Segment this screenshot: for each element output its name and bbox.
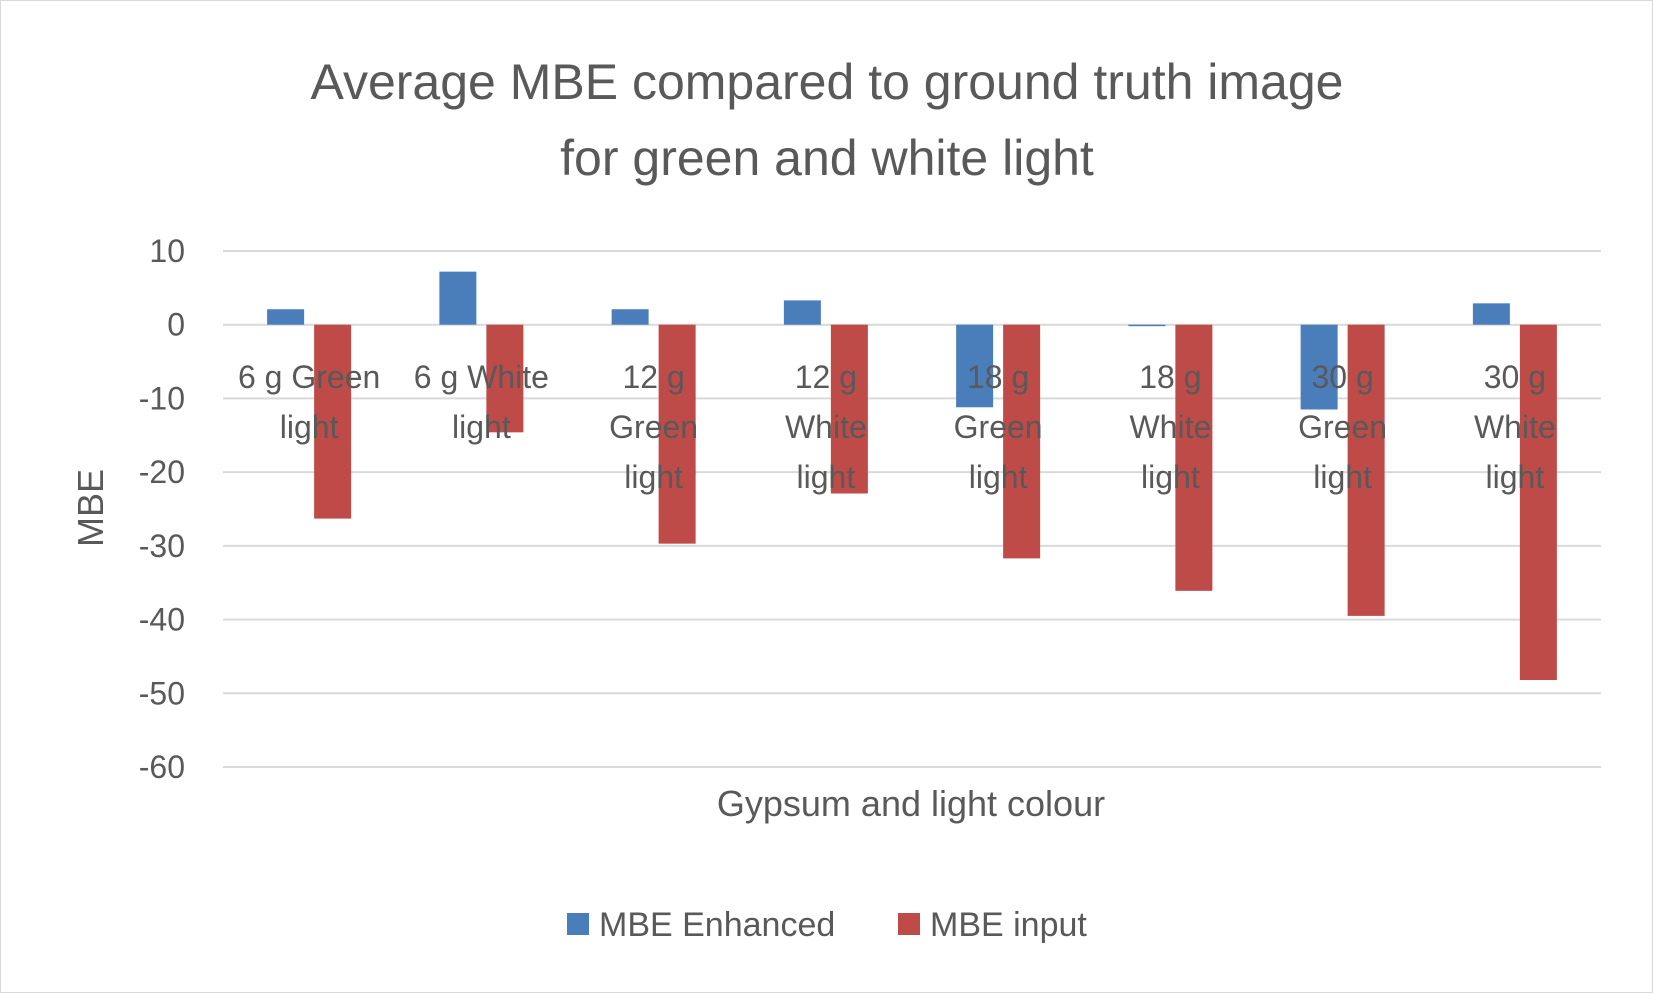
x-category-label: light (1486, 459, 1545, 495)
x-axis-title: Gypsum and light colour (717, 783, 1105, 824)
x-category-label: 18 g (967, 359, 1029, 395)
bar-mbe-input-6 (1347, 324, 1385, 616)
bar-mbe-enhanced-3 (783, 300, 821, 325)
bar-mbe-input-3 (830, 324, 868, 494)
x-category-label: 18 g (1139, 359, 1201, 395)
y-tick-label: -60 (139, 749, 185, 785)
y-tick-label: -20 (139, 454, 185, 490)
x-category-label: White (785, 409, 867, 445)
x-category-label: Green (1298, 409, 1387, 445)
x-category-label: 6 g Green (238, 359, 380, 395)
bar-mbe-enhanced-5 (1128, 324, 1166, 327)
y-tick-label: -40 (139, 602, 185, 638)
legend-label: MBE input (930, 906, 1087, 944)
x-category-label: 12 g (622, 359, 684, 395)
y-tick-label: -30 (139, 528, 185, 564)
chart-title-line: Average MBE compared to ground truth ima… (311, 54, 1344, 110)
x-category-label: light (280, 409, 339, 445)
bar-mbe-input-4 (1003, 324, 1041, 559)
x-axis-category-labels: 6 g Green light 6 g White light 12 g Green lig… (238, 359, 1556, 495)
x-category-label: light (1141, 459, 1200, 495)
bar-mbe-input-0 (314, 324, 352, 519)
bar-mbe-enhanced-6 (1300, 324, 1338, 410)
bar-mbe-enhanced-1 (439, 271, 477, 325)
y-tick-label: 10 (149, 233, 185, 269)
y-tick-label: -10 (139, 380, 185, 416)
bar-mbe-enhanced-7 (1472, 303, 1510, 325)
legend: MBE Enhanced MBE input (567, 906, 1087, 944)
legend-swatch (567, 913, 589, 935)
x-category-label: Green (609, 409, 698, 445)
legend-swatch (898, 913, 920, 935)
x-category-label: light (452, 409, 511, 445)
bar-mbe-enhanced-0 (267, 309, 305, 325)
x-category-label: light (1313, 459, 1372, 495)
gridlines (223, 250, 1601, 768)
y-axis-ticks: 10 0 -10 -20 -30 -40 -50 -60 (139, 233, 185, 785)
chart-title-line: for green and white light (560, 130, 1094, 186)
x-category-label: 30 g (1311, 359, 1373, 395)
x-category-label: light (624, 459, 683, 495)
y-axis-title: MBE (70, 469, 111, 547)
x-category-label: White (1129, 409, 1211, 445)
x-category-label: Green (954, 409, 1043, 445)
bar-mbe-enhanced-4 (956, 324, 994, 408)
bar-mbe-input-2 (658, 324, 696, 544)
bar-mbe-input-5 (1175, 324, 1213, 591)
x-category-label: 30 g (1484, 359, 1546, 395)
chart-title: Average MBE compared to ground truth ima… (311, 54, 1344, 186)
y-tick-label: -50 (139, 675, 185, 711)
x-category-label: light (797, 459, 856, 495)
bar-mbe-enhanced-2 (611, 309, 649, 325)
x-category-label: 12 g (795, 359, 857, 395)
x-category-label: White (1474, 409, 1556, 445)
legend-label: MBE Enhanced (599, 906, 835, 944)
x-category-label: 6 g White (414, 359, 549, 395)
bars (267, 271, 1557, 681)
bar-mbe-input-7 (1519, 324, 1557, 681)
x-category-label: light (969, 459, 1028, 495)
bar-mbe-input-1 (486, 324, 524, 433)
y-tick-label: 0 (167, 307, 185, 343)
